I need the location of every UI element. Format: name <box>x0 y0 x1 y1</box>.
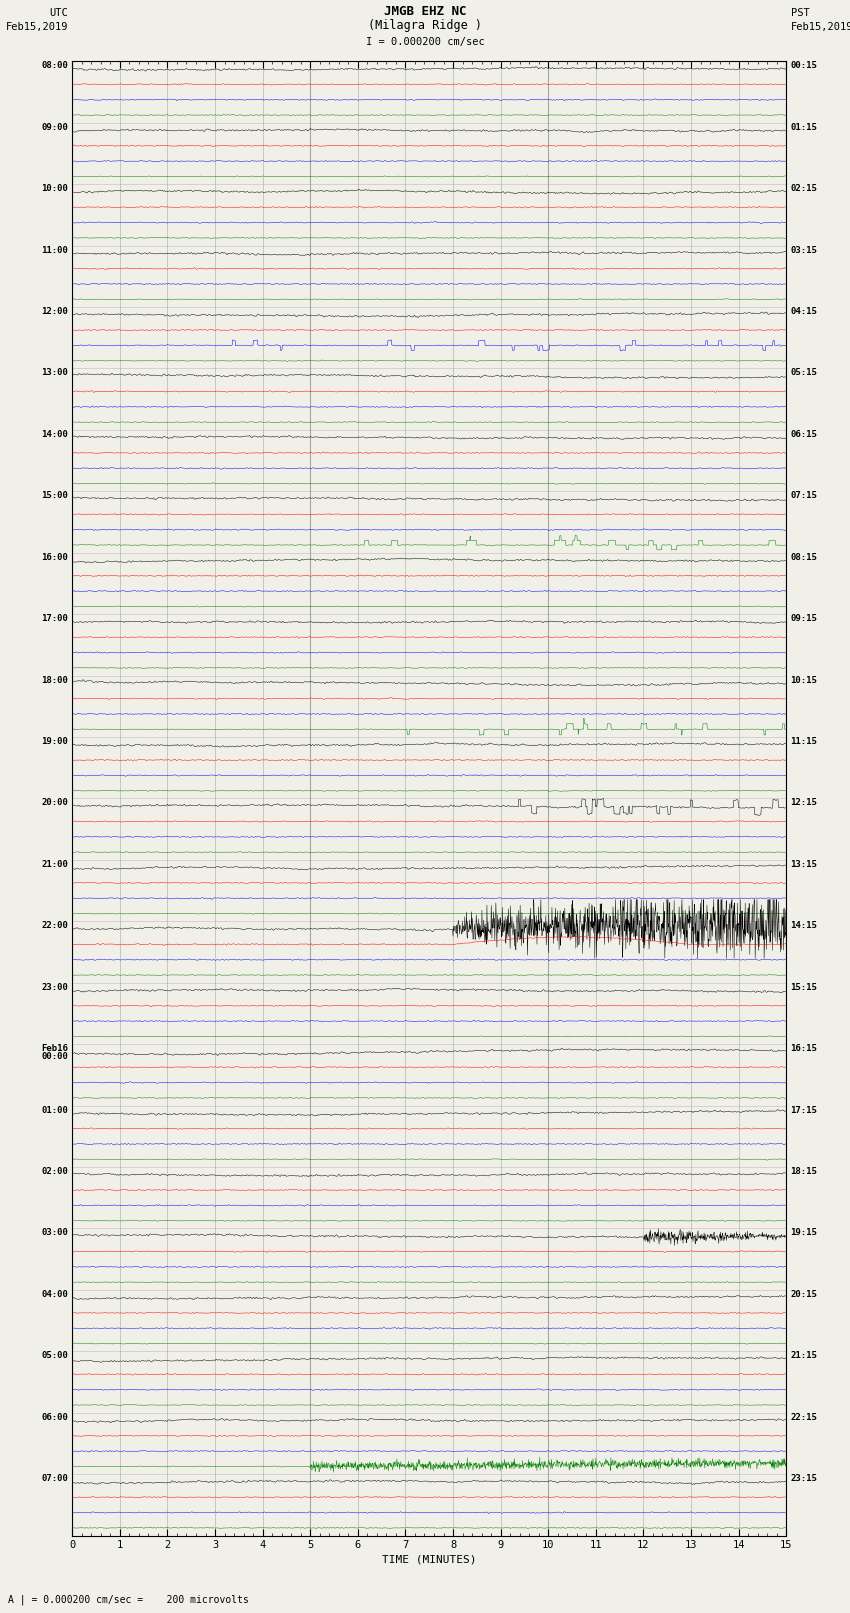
Text: 06:00: 06:00 <box>41 1413 68 1421</box>
Text: 19:00: 19:00 <box>41 737 68 745</box>
Text: 14:00: 14:00 <box>41 429 68 439</box>
Text: 08:00: 08:00 <box>41 61 68 71</box>
X-axis label: TIME (MINUTES): TIME (MINUTES) <box>382 1555 477 1565</box>
Text: 21:00: 21:00 <box>41 860 68 869</box>
Text: 15:00: 15:00 <box>41 492 68 500</box>
Text: 14:15: 14:15 <box>790 921 818 931</box>
Text: 04:00: 04:00 <box>41 1290 68 1298</box>
Text: 11:15: 11:15 <box>790 737 818 745</box>
Text: 22:15: 22:15 <box>790 1413 818 1421</box>
Text: 23:15: 23:15 <box>790 1474 818 1482</box>
Text: 05:00: 05:00 <box>41 1352 68 1360</box>
Text: 18:15: 18:15 <box>790 1168 818 1176</box>
Text: 12:00: 12:00 <box>41 306 68 316</box>
Text: 07:15: 07:15 <box>790 492 818 500</box>
Text: 01:15: 01:15 <box>790 123 818 132</box>
Text: 00:15: 00:15 <box>790 61 818 71</box>
Text: A | = 0.000200 cm/sec =    200 microvolts: A | = 0.000200 cm/sec = 200 microvolts <box>8 1594 249 1605</box>
Text: Feb15,2019: Feb15,2019 <box>790 23 850 32</box>
Text: (Milagra Ridge ): (Milagra Ridge ) <box>368 19 482 32</box>
Text: 03:00: 03:00 <box>41 1229 68 1237</box>
Text: 06:15: 06:15 <box>790 429 818 439</box>
Text: 02:15: 02:15 <box>790 184 818 194</box>
Text: 05:15: 05:15 <box>790 368 818 377</box>
Text: JMGB EHZ NC: JMGB EHZ NC <box>383 5 467 18</box>
Text: 18:00: 18:00 <box>41 676 68 684</box>
Text: 10:15: 10:15 <box>790 676 818 684</box>
Text: 16:15: 16:15 <box>790 1044 818 1053</box>
Text: 11:00: 11:00 <box>41 245 68 255</box>
Text: PST: PST <box>790 8 809 18</box>
Text: 23:00: 23:00 <box>41 982 68 992</box>
Text: 09:00: 09:00 <box>41 123 68 132</box>
Text: 01:00: 01:00 <box>41 1105 68 1115</box>
Text: Feb16
00:00: Feb16 00:00 <box>41 1044 68 1061</box>
Text: 10:00: 10:00 <box>41 184 68 194</box>
Text: 09:15: 09:15 <box>790 615 818 623</box>
Text: 04:15: 04:15 <box>790 306 818 316</box>
Text: 13:15: 13:15 <box>790 860 818 869</box>
Text: 02:00: 02:00 <box>41 1168 68 1176</box>
Text: 08:15: 08:15 <box>790 553 818 561</box>
Text: 13:00: 13:00 <box>41 368 68 377</box>
Text: 21:15: 21:15 <box>790 1352 818 1360</box>
Text: 22:00: 22:00 <box>41 921 68 931</box>
Text: 19:15: 19:15 <box>790 1229 818 1237</box>
Text: 17:15: 17:15 <box>790 1105 818 1115</box>
Text: 20:00: 20:00 <box>41 798 68 808</box>
Text: 17:00: 17:00 <box>41 615 68 623</box>
Text: UTC: UTC <box>49 8 68 18</box>
Text: 16:00: 16:00 <box>41 553 68 561</box>
Text: 03:15: 03:15 <box>790 245 818 255</box>
Text: 15:15: 15:15 <box>790 982 818 992</box>
Text: 07:00: 07:00 <box>41 1474 68 1482</box>
Text: 12:15: 12:15 <box>790 798 818 808</box>
Text: 20:15: 20:15 <box>790 1290 818 1298</box>
Text: Feb15,2019: Feb15,2019 <box>5 23 68 32</box>
Text: I = 0.000200 cm/sec: I = 0.000200 cm/sec <box>366 37 484 47</box>
